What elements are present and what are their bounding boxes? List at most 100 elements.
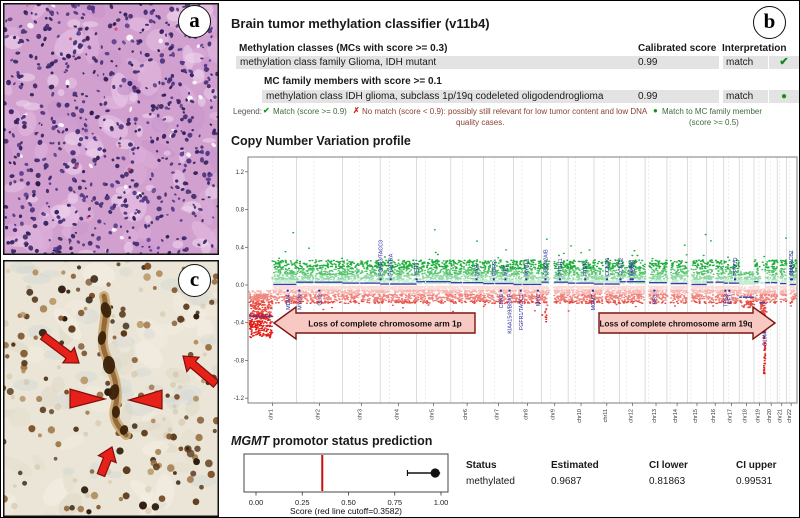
svg-text:MYBL1: MYBL1 bbox=[524, 258, 530, 275]
svg-text:CCND2: CCND2 bbox=[618, 257, 624, 275]
svg-text:0.25: 0.25 bbox=[295, 498, 310, 507]
segmentation-lines bbox=[249, 281, 796, 317]
svg-text:TERT: TERT bbox=[415, 261, 421, 275]
legend-family-text: Match to MC family member bbox=[662, 107, 763, 116]
loss-19q-annotation: Loss of complete chromosome arm 19q bbox=[598, 305, 777, 341]
svg-text:EGFR: EGFR bbox=[492, 261, 498, 276]
svg-text:TP53: TP53 bbox=[723, 294, 729, 307]
cnv-section-heading: Copy Number Variation profile bbox=[231, 134, 411, 148]
svg-text:0.00: 0.00 bbox=[249, 498, 264, 507]
svg-text:MYC: MYC bbox=[536, 294, 542, 306]
svg-text:Loss of complete chromosome ar: Loss of complete chromosome arm 1p bbox=[308, 319, 462, 329]
ci-lower-header: CI lower bbox=[649, 460, 688, 471]
loss-1p-annotation: Loss of complete chromosome arm 1p bbox=[272, 305, 476, 341]
svg-text:chr6: chr6 bbox=[463, 409, 469, 420]
svg-text:chr15: chr15 bbox=[693, 409, 699, 423]
dot-icon: ● bbox=[653, 106, 658, 115]
svg-text:FGFR3/TACC3: FGFR3/TACC3 bbox=[379, 240, 385, 276]
svg-text:FGFR1/TACC1: FGFR1/TACC1 bbox=[519, 294, 525, 330]
check-icon: ✔ bbox=[263, 106, 270, 115]
svg-text:MDM2: MDM2 bbox=[631, 260, 637, 276]
svg-text:chr7: chr7 bbox=[495, 409, 501, 420]
panel-letter: c bbox=[189, 267, 200, 291]
svg-text:0.75: 0.75 bbox=[387, 498, 402, 507]
svg-text:MGMT: MGMT bbox=[591, 293, 597, 310]
svg-text:0.8: 0.8 bbox=[236, 208, 245, 214]
red-arrow-annotations bbox=[39, 331, 219, 478]
svg-text:chr5: chr5 bbox=[430, 409, 436, 420]
svg-text:chr22: chr22 bbox=[787, 409, 793, 423]
panel-label-b: b bbox=[753, 6, 786, 39]
ci-upper-value: 0.99531 bbox=[736, 476, 773, 487]
mc-family-interpretation-icon-cell: ● bbox=[769, 90, 799, 103]
svg-text:GLI2: GLI2 bbox=[317, 294, 323, 306]
svg-text:PTEN: PTEN bbox=[583, 261, 589, 275]
svg-text:PPM1D: PPM1D bbox=[733, 257, 739, 275]
estimate-dot bbox=[430, 468, 440, 478]
svg-text:CCND1: CCND1 bbox=[605, 257, 611, 275]
cnv-profile-chart: FGFR3/TACC3 PDGFRA TERT MYB EGFR MET MYBL1 CDKN… bbox=[234, 156, 798, 423]
svg-text:1.00: 1.00 bbox=[434, 498, 449, 507]
svg-text:-0.8: -0.8 bbox=[234, 358, 245, 364]
svg-text:C19MC: C19MC bbox=[762, 328, 768, 346]
mc-family-score: 0.99 bbox=[638, 91, 658, 102]
svg-text:chr20: chr20 bbox=[767, 409, 773, 423]
mc-interpretation-icon-cell: ✔ bbox=[769, 56, 799, 69]
svg-text:MET: MET bbox=[503, 264, 509, 276]
mc-family-name: methylation class IDH glioma, subclass 1… bbox=[266, 91, 604, 102]
svg-text:MDM4: MDM4 bbox=[286, 294, 292, 310]
svg-text:chr21: chr21 bbox=[778, 409, 784, 423]
legend-nomatch-text: No match (score < 0.9): possibly still r… bbox=[362, 107, 648, 116]
svg-text:chr17: chr17 bbox=[728, 409, 734, 423]
status-value: methylated bbox=[466, 476, 515, 487]
svg-text:0.4: 0.4 bbox=[236, 245, 245, 251]
estimated-header: Estimated bbox=[551, 460, 599, 471]
mgmt-x-axis-label: Score (red line cutoff=0.3582) bbox=[290, 506, 402, 516]
svg-text:chr19: chr19 bbox=[756, 409, 762, 423]
svg-text:chr16: chr16 bbox=[711, 409, 717, 423]
svg-text:0.0: 0.0 bbox=[236, 283, 245, 289]
cnv-scatter bbox=[248, 229, 798, 375]
mc-interpretation-cell: match bbox=[723, 56, 768, 69]
mgmt-score-chart: 0.00 0.25 0.50 0.75 1.00 Score (red line cuto… bbox=[243, 453, 449, 516]
legend-label: Legend: bbox=[233, 107, 262, 116]
panel-letter: b bbox=[763, 9, 776, 33]
svg-text:CDKN2A/B: CDKN2A/B bbox=[544, 249, 550, 276]
svg-text:chr12: chr12 bbox=[628, 409, 634, 423]
svg-text:MYCN: MYCN bbox=[297, 294, 303, 310]
svg-text:PDGFRA: PDGFRA bbox=[389, 253, 395, 276]
immunohistochemistry-image bbox=[3, 260, 219, 517]
estimated-value: 0.9687 bbox=[551, 476, 582, 487]
gene-annotations: FGFR3/TACC3 PDGFRA TERT MYB EGFR MET MYBL1 CDKN… bbox=[286, 240, 796, 346]
svg-text:RB1: RB1 bbox=[652, 294, 658, 304]
cnv-axes: 1.2 0.8 0.4 0.0 -0.4 -0.8 -1.2 chr1 chr2 chr3 chr4… bbox=[234, 170, 794, 423]
svg-text:NF1: NF1 bbox=[727, 294, 733, 304]
histology-he-image bbox=[3, 3, 219, 255]
svg-text:CDK6: CDK6 bbox=[499, 294, 505, 308]
report-title: Brain tumor methylation classifier (v11b… bbox=[231, 16, 490, 31]
cross-icon: ✗ bbox=[353, 106, 360, 115]
table-row: methylation class family Glioma, IDH mut… bbox=[236, 56, 719, 69]
status-header: Status bbox=[466, 460, 497, 471]
col-header-score: Calibrated score bbox=[638, 43, 717, 54]
svg-text:KIAA1549/BRAF: KIAA1549/BRAF bbox=[508, 293, 514, 333]
mc-family-interpretation-cell: match bbox=[723, 90, 768, 103]
dot-icon: ● bbox=[780, 91, 788, 102]
mgmt-section-heading: MGMT promotor status prediction bbox=[231, 434, 433, 448]
svg-text:chr2: chr2 bbox=[315, 409, 321, 420]
mc-name: methylation class family Glioma, IDH mut… bbox=[240, 57, 437, 68]
svg-text:0.50: 0.50 bbox=[341, 498, 356, 507]
svg-text:-1.2: -1.2 bbox=[234, 396, 245, 402]
panel-label-a: a bbox=[178, 5, 211, 38]
svg-text:1.2: 1.2 bbox=[236, 170, 245, 176]
svg-text:chr4: chr4 bbox=[394, 409, 400, 420]
legend-match-text: Match (score >= 0.9) bbox=[273, 107, 347, 116]
svg-text:SMARCB1: SMARCB1 bbox=[789, 250, 795, 276]
legend-nomatch-text-2: quality cases. bbox=[456, 118, 505, 127]
mc-score: 0.99 bbox=[638, 57, 658, 68]
svg-text:NF2: NF2 bbox=[790, 266, 796, 276]
mgmt-gene-name: MGMT bbox=[231, 434, 270, 448]
check-icon: ✔ bbox=[779, 56, 789, 68]
panel-label-c: c bbox=[178, 264, 211, 297]
svg-text:chr10: chr10 bbox=[577, 409, 583, 423]
